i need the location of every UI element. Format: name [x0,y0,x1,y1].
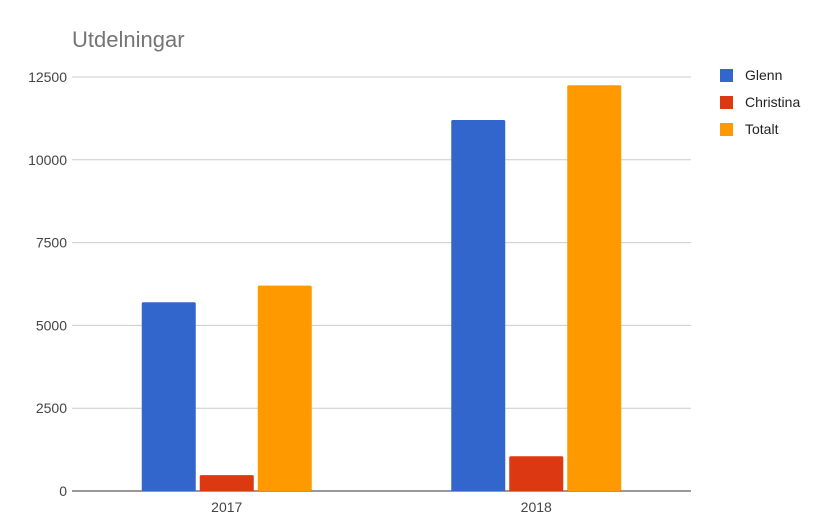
bar-glenn-2018 [451,120,506,491]
bar-glenn-2017 [141,302,196,491]
y-axis-ticks: 0 2500 5000 7500 10000 12500 [28,69,67,499]
y-tick-label: 5000 [36,317,67,333]
legend-swatch-christina [720,96,733,109]
bar-christina-2017 [199,475,254,491]
y-tick-label: 2500 [36,400,67,416]
chart-title: Utdelningar [72,27,185,52]
legend-swatch-totalt [720,123,733,136]
legend-label-christina: Christina [745,94,800,110]
bar-totalt-2018 [567,85,622,491]
legend-swatch-glenn [720,69,733,82]
y-tick-label: 7500 [36,235,67,251]
legend-label-totalt: Totalt [745,121,779,137]
y-tick-label: 10000 [28,152,67,168]
y-tick-label: 0 [59,483,67,499]
x-axis-ticks: 2017 2018 [211,499,552,515]
bar-christina-2018 [509,456,564,491]
legend-label-glenn: Glenn [745,67,782,83]
x-tick-label: 2018 [521,499,552,515]
bar-totalt-2017 [257,285,312,491]
bars [141,85,622,491]
x-tick-label: 2017 [211,499,242,515]
y-tick-label: 12500 [28,69,67,85]
legend: Glenn Christina Totalt [720,67,800,137]
